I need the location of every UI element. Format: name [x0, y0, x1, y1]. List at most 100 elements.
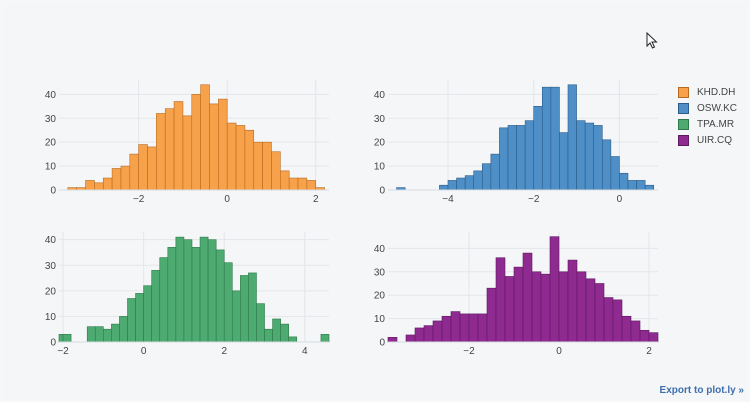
histogram-bar: [550, 86, 560, 191]
y-tick-label: 10: [374, 314, 386, 325]
histogram-bar: [111, 168, 122, 191]
histogram-bar: [516, 125, 526, 191]
y-tick-label: 0: [50, 186, 56, 197]
legend-label: KHD.DH: [697, 86, 736, 98]
y-tick-label: 30: [45, 261, 57, 272]
histogram-bar: [159, 257, 169, 343]
histogram-bar: [58, 334, 64, 343]
x-tick-label: −2: [528, 194, 540, 205]
x-tick-label: 0: [224, 194, 230, 205]
histogram-bar: [559, 132, 569, 191]
x-tick-label: −4: [442, 194, 454, 205]
histogram-bar: [62, 334, 72, 343]
histogram-bar: [280, 170, 290, 191]
histogram-bar: [135, 293, 144, 343]
histogram-bar: [86, 326, 96, 343]
y-tick-label: 30: [374, 267, 386, 278]
histogram-bar: [94, 182, 104, 191]
histogram-bar: [226, 122, 237, 191]
histogram-bar: [432, 320, 443, 343]
histogram-bar: [191, 94, 201, 191]
histogram-bar: [567, 84, 577, 191]
histogram-bar: [200, 84, 210, 191]
histogram-bar: [456, 177, 466, 191]
x-tick-label: 2: [221, 346, 227, 357]
x-tick-label: 0: [141, 346, 147, 357]
histogram-bar: [288, 336, 298, 343]
histogram-bar: [619, 172, 629, 191]
histogram-bar: [540, 273, 551, 343]
histogram-bar: [147, 146, 157, 191]
legend-label: UIR.CQ: [697, 134, 732, 146]
mouse-cursor-icon: [646, 32, 658, 49]
histogram-bar: [648, 332, 659, 343]
legend-item-osw[interactable]: OSW.KC: [678, 100, 737, 116]
histogram-bar: [244, 129, 255, 191]
histogram-bar: [103, 328, 112, 343]
histogram-bar: [593, 125, 603, 191]
histogram-bar: [167, 247, 177, 343]
histogram-bar: [477, 313, 488, 343]
histogram-bar: [558, 271, 569, 343]
histogram-bar: [447, 180, 457, 191]
histogram-bar: [576, 271, 587, 343]
histogram-bar: [175, 236, 185, 343]
y-tick-label: 30: [45, 114, 57, 125]
y-tick-label: 40: [374, 90, 386, 101]
histogram-bar: [441, 315, 452, 343]
y-tick-label: 10: [374, 162, 386, 173]
histogram-osw-kc: 0 10 20 30 40 −4 −2 0: [374, 80, 658, 205]
histogram-bar: [627, 180, 637, 191]
histogram-bar: [306, 180, 317, 191]
histogram-bar: [248, 272, 257, 343]
y-tick-label: 0: [379, 186, 385, 197]
histogram-bar: [486, 287, 497, 343]
legend-item-uir[interactable]: UIR.CQ: [678, 132, 737, 148]
histogram-bar: [504, 276, 515, 343]
histogram-bar: [601, 139, 612, 191]
histogram-bar: [507, 125, 517, 191]
histogram-uir-cq: 0 10 20 30 40 −2 0 2: [374, 232, 659, 357]
histogram-bar: [450, 311, 461, 343]
histogram-bar: [490, 153, 500, 191]
y-tick-label: 30: [374, 114, 386, 125]
histogram-bar: [621, 315, 632, 343]
histogram-bar: [459, 313, 470, 343]
histogram-bar: [414, 327, 425, 343]
y-tick-label: 10: [45, 312, 57, 323]
legend-label: OSW.KC: [697, 102, 738, 114]
y-tick-label: 0: [50, 338, 56, 349]
histogram-bar: [111, 323, 120, 343]
legend-item-tpa[interactable]: TPA.MR: [678, 116, 737, 132]
histogram-bar: [594, 283, 605, 343]
histogram-bar: [630, 320, 641, 343]
histogram-bar: [603, 297, 614, 343]
histogram-bar: [423, 325, 434, 343]
histogram-bar: [85, 180, 95, 191]
histogram-bar: [499, 127, 509, 191]
legend-item-khd[interactable]: KHD.DH: [678, 84, 737, 100]
histogram-bar: [288, 177, 299, 191]
histogram-bar: [240, 275, 249, 343]
y-tick-label: 20: [45, 286, 57, 297]
histogram-bar: [481, 163, 492, 191]
histogram-bar: [524, 120, 535, 191]
y-tick-label: 20: [374, 291, 386, 302]
histogram-bar: [215, 249, 225, 343]
histogram-bar: [129, 153, 139, 191]
histogram-bar: [531, 271, 542, 343]
histogram-bar: [464, 175, 475, 191]
histogram-bar: [585, 278, 596, 343]
histogram-bar: [567, 259, 578, 343]
legend-swatch: [678, 102, 689, 114]
histogram-bar: [264, 328, 273, 343]
x-tick-label: 0: [556, 346, 562, 357]
histogram-bar: [151, 270, 161, 343]
histogram-bar: [120, 165, 131, 191]
histogram-bar: [218, 98, 228, 191]
export-to-plotly-link[interactable]: Export to plot.ly »: [659, 385, 744, 396]
legend-swatch: [678, 86, 689, 98]
histogram-bar: [610, 156, 620, 191]
histogram-bar: [320, 334, 330, 343]
